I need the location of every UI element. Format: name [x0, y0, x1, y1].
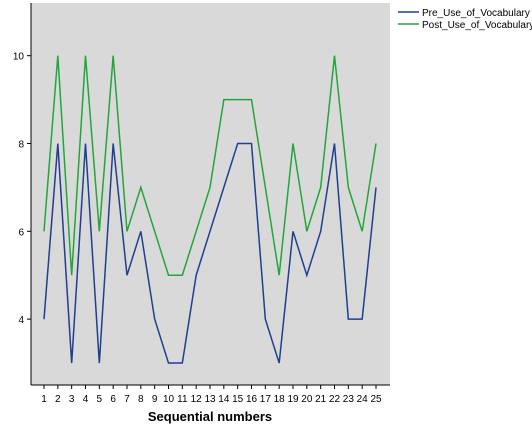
y-tick-label: 6 [18, 227, 24, 238]
x-tick-label: 7 [124, 394, 130, 405]
x-tick-label: 2 [55, 394, 61, 405]
x-tick-label: 3 [69, 394, 75, 405]
x-tick-label: 23 [343, 394, 355, 405]
x-tick-label: 21 [315, 394, 327, 405]
x-axis-label: Sequential numbers [148, 409, 272, 424]
x-tick-label: 25 [370, 394, 382, 405]
legend-label-post: Post_Use_of_Vocabulary [422, 20, 532, 31]
y-tick-label: 8 [18, 140, 24, 151]
x-tick-label: 20 [301, 394, 313, 405]
x-tick-label: 9 [152, 394, 158, 405]
x-tick-label: 6 [110, 394, 116, 405]
x-tick-label: 17 [260, 394, 272, 405]
series-line-pre-use-of-vocabulary [43, 142, 377, 364]
x-tick-label: 4 [83, 394, 89, 405]
legend-label-pre: Pre_Use_of_Vocabulary [422, 8, 530, 19]
x-tick-label: 14 [218, 394, 230, 405]
x-tick-label: 5 [97, 394, 103, 405]
legend: Pre_Use_of_Vocabulary Post_Use_of_Vocabu… [398, 8, 532, 31]
x-tick-label: 13 [204, 394, 216, 405]
series-line-post-use-of-vocabulary [43, 55, 377, 276]
x-tick-label: 8 [138, 394, 144, 405]
x-tick-label: 11 [177, 394, 188, 405]
x-tick-label: 12 [191, 394, 203, 405]
y-axis-ticks: 4 6 8 10 [13, 52, 31, 326]
y-tick-label: 4 [18, 315, 24, 326]
series-lines [43, 55, 377, 364]
x-tick-label: 1 [41, 394, 47, 405]
x-tick-label: 22 [329, 394, 341, 405]
plot-area [31, 3, 390, 385]
y-tick-label: 10 [13, 52, 25, 63]
x-tick-label: 18 [274, 394, 286, 405]
x-tick-label: 10 [163, 394, 175, 405]
x-tick-label: 19 [287, 394, 299, 405]
x-axis-ticks: 1 2 3 4 5 6 7 8 9 10 11 12 13 14 15 16 17 18 19 20 21 22 23 24 2… [41, 385, 382, 405]
x-tick-label: 15 [232, 394, 244, 405]
x-tick-label: 24 [357, 394, 369, 405]
x-tick-label: 16 [246, 394, 258, 405]
